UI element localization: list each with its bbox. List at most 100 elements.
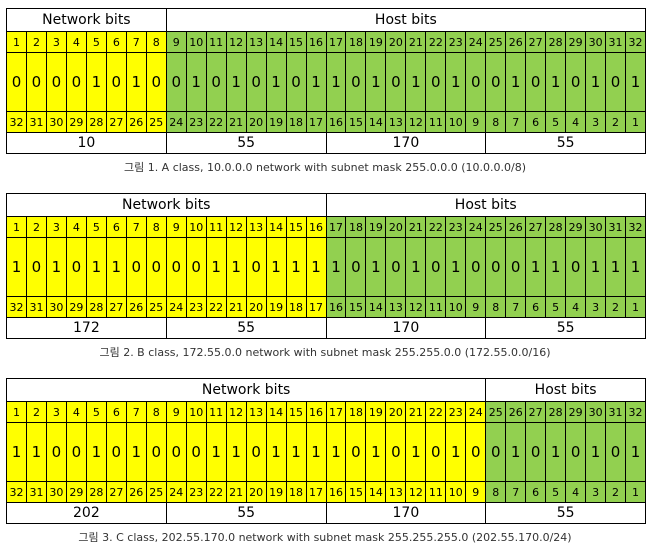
bit-value: 1 [305, 422, 327, 482]
bit-value: 1 [405, 52, 427, 112]
bit-position-row-top: 1 2 3 4 5 6 7 8 9 10 11 12 13 14 15 16 17 18 19 20 21 22 23 24 2… [6, 401, 646, 423]
bit-position-bottom: 23 [185, 111, 207, 133]
bit-position-bottom: 10 [445, 481, 467, 503]
figure-caption: 그림 3. C class, 202.55.170.0 network with… [78, 531, 572, 544]
bit-table: Network bits Host bits 1 2 3 4 5 6 7 8 9 10 11 12 13 14… [5, 378, 646, 524]
bit-value: 0 [205, 52, 227, 112]
bit-position-bottom: 15 [345, 111, 367, 133]
bit-value: 1 [365, 422, 387, 482]
bit-position-top: 9 [165, 31, 187, 53]
bit-position-bottom: 22 [205, 296, 227, 318]
bit-position-top: 5 [85, 31, 107, 53]
bit-value: 0 [145, 52, 167, 112]
bit-position-bottom: 2 [605, 111, 627, 133]
header-row: Network bits Host bits [6, 193, 646, 217]
bit-value: 1 [85, 52, 107, 112]
network-bits-header: Network bits [5, 378, 487, 402]
bit-position-bottom: 4 [565, 296, 587, 318]
bit-position-bottom: 9 [465, 296, 487, 318]
bit-value: 0 [385, 52, 407, 112]
bit-position-bottom: 13 [385, 296, 407, 318]
bit-position-bottom: 10 [445, 111, 467, 133]
bit-value: 1 [545, 237, 567, 297]
bit-position-top: 21 [405, 31, 427, 53]
bit-position-top: 8 [145, 216, 167, 238]
bit-position-bottom: 19 [265, 296, 287, 318]
bit-position-bottom: 6 [525, 296, 547, 318]
bit-position-top: 30 [585, 401, 607, 423]
bit-value: 1 [505, 52, 527, 112]
bit-position-bottom: 28 [85, 296, 107, 318]
bit-value: 0 [465, 237, 487, 297]
bit-value: 1 [225, 422, 247, 482]
bit-position-top: 31 [605, 31, 627, 53]
octet-value: 55 [485, 502, 646, 524]
bit-position-row-bottom: 32 31 30 29 28 27 26 25 24 23 22 21 20 19 18 17 16 15 14 13… [6, 481, 646, 503]
bit-position-top: 32 [625, 401, 646, 423]
bit-value: 0 [185, 422, 207, 482]
bit-position-top: 22 [425, 401, 447, 423]
bit-position-top: 13 [245, 31, 267, 53]
bit-position-bottom: 32 [6, 111, 27, 133]
bit-value: 1 [585, 422, 607, 482]
bit-position-bottom: 12 [405, 481, 427, 503]
bit-position-top: 19 [365, 401, 387, 423]
bit-value: 0 [345, 52, 367, 112]
bit-position-bottom: 31 [25, 296, 47, 318]
bit-position-top: 30 [585, 31, 607, 53]
bit-position-top: 30 [585, 216, 607, 238]
bit-value: 1 [225, 237, 247, 297]
bit-position-top: 18 [345, 216, 367, 238]
bit-position-bottom: 21 [225, 111, 247, 133]
bit-position-top: 14 [265, 31, 287, 53]
host-bits-header: Host bits [485, 378, 646, 402]
bit-value: 0 [165, 237, 187, 297]
bit-value: 0 [605, 52, 627, 112]
bit-position-top: 17 [325, 31, 347, 53]
bit-value: 1 [445, 52, 467, 112]
bit-value: 0 [165, 422, 187, 482]
bit-position-top: 19 [365, 31, 387, 53]
bit-position-top: 3 [45, 401, 67, 423]
figure-caption: 그림 2. B class, 172.55.0.0 network with s… [99, 346, 551, 359]
bit-value: 1 [625, 237, 646, 297]
bit-value: 0 [485, 237, 507, 297]
bit-position-bottom: 24 [165, 296, 187, 318]
bit-position-bottom: 11 [425, 481, 447, 503]
bit-position-bottom: 18 [285, 481, 307, 503]
bit-position-bottom: 15 [345, 296, 367, 318]
bit-position-bottom: 19 [265, 481, 287, 503]
bit-position-top: 25 [485, 401, 507, 423]
bit-position-bottom: 12 [405, 111, 427, 133]
bit-value: 1 [325, 52, 347, 112]
bit-value: 0 [45, 52, 67, 112]
bit-position-bottom: 29 [65, 296, 87, 318]
bit-position-top: 24 [465, 31, 487, 53]
bit-position-bottom: 18 [285, 296, 307, 318]
bit-value: 0 [485, 422, 507, 482]
bit-value: 0 [65, 237, 87, 297]
bit-position-bottom: 21 [225, 481, 247, 503]
bit-position-top: 27 [525, 401, 547, 423]
bit-position-bottom: 17 [305, 296, 327, 318]
bit-position-top: 12 [225, 31, 247, 53]
bit-position-top: 9 [165, 216, 187, 238]
bit-value: 1 [205, 422, 227, 482]
bit-position-top: 21 [405, 216, 427, 238]
bit-position-bottom: 25 [145, 296, 167, 318]
bit-position-bottom: 7 [505, 481, 527, 503]
bit-value: 1 [45, 237, 67, 297]
octet-value: 10 [6, 132, 167, 154]
octet-value: 55 [165, 317, 327, 339]
bit-position-bottom: 15 [345, 481, 367, 503]
bit-position-top: 11 [205, 401, 227, 423]
bit-position-top: 32 [625, 216, 646, 238]
bit-value: 0 [525, 422, 547, 482]
bit-value: 0 [245, 52, 267, 112]
bit-position-top: 22 [425, 216, 447, 238]
bit-position-top: 26 [505, 401, 527, 423]
octet-value: 55 [165, 502, 327, 524]
bit-value: 1 [205, 237, 227, 297]
bit-position-top: 18 [345, 31, 367, 53]
